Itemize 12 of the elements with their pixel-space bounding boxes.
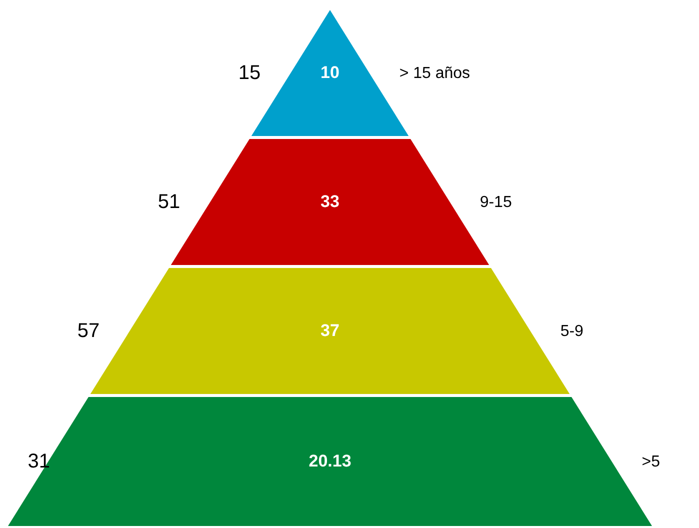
data-label: 20.13: [308, 452, 352, 470]
category-label: 9-15: [480, 194, 512, 211]
data-label: 51: [158, 191, 180, 213]
data-label: 33: [320, 192, 340, 211]
category-label: 5-9: [560, 323, 584, 340]
data-label: 37: [320, 321, 340, 340]
data-label: 31: [28, 450, 50, 472]
category-label: > 15 años: [399, 65, 470, 82]
data-label: 15: [238, 62, 261, 84]
data-label: 10: [320, 63, 340, 82]
data-label: 57: [77, 320, 100, 342]
category-label: >5: [642, 454, 660, 470]
